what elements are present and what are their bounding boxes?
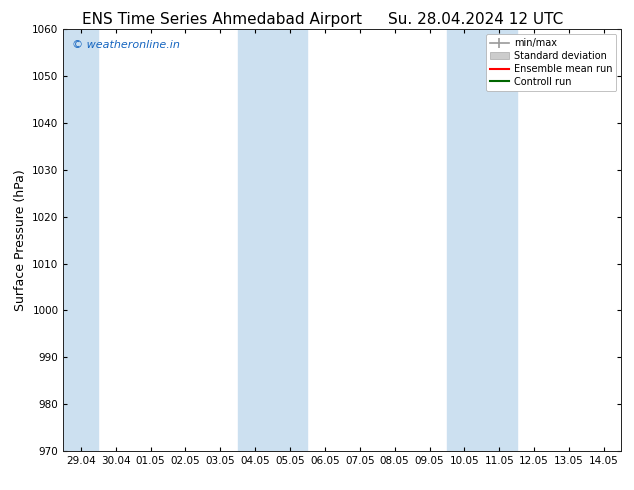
Bar <box>447 29 517 451</box>
Y-axis label: Surface Pressure (hPa): Surface Pressure (hPa) <box>14 169 27 311</box>
Bar <box>63 29 98 451</box>
Text: © weatheronline.in: © weatheronline.in <box>72 40 179 50</box>
Bar <box>238 29 307 451</box>
Text: ENS Time Series Ahmedabad Airport: ENS Time Series Ahmedabad Airport <box>82 12 362 27</box>
Legend: min/max, Standard deviation, Ensemble mean run, Controll run: min/max, Standard deviation, Ensemble me… <box>486 34 616 91</box>
Text: Su. 28.04.2024 12 UTC: Su. 28.04.2024 12 UTC <box>388 12 563 27</box>
